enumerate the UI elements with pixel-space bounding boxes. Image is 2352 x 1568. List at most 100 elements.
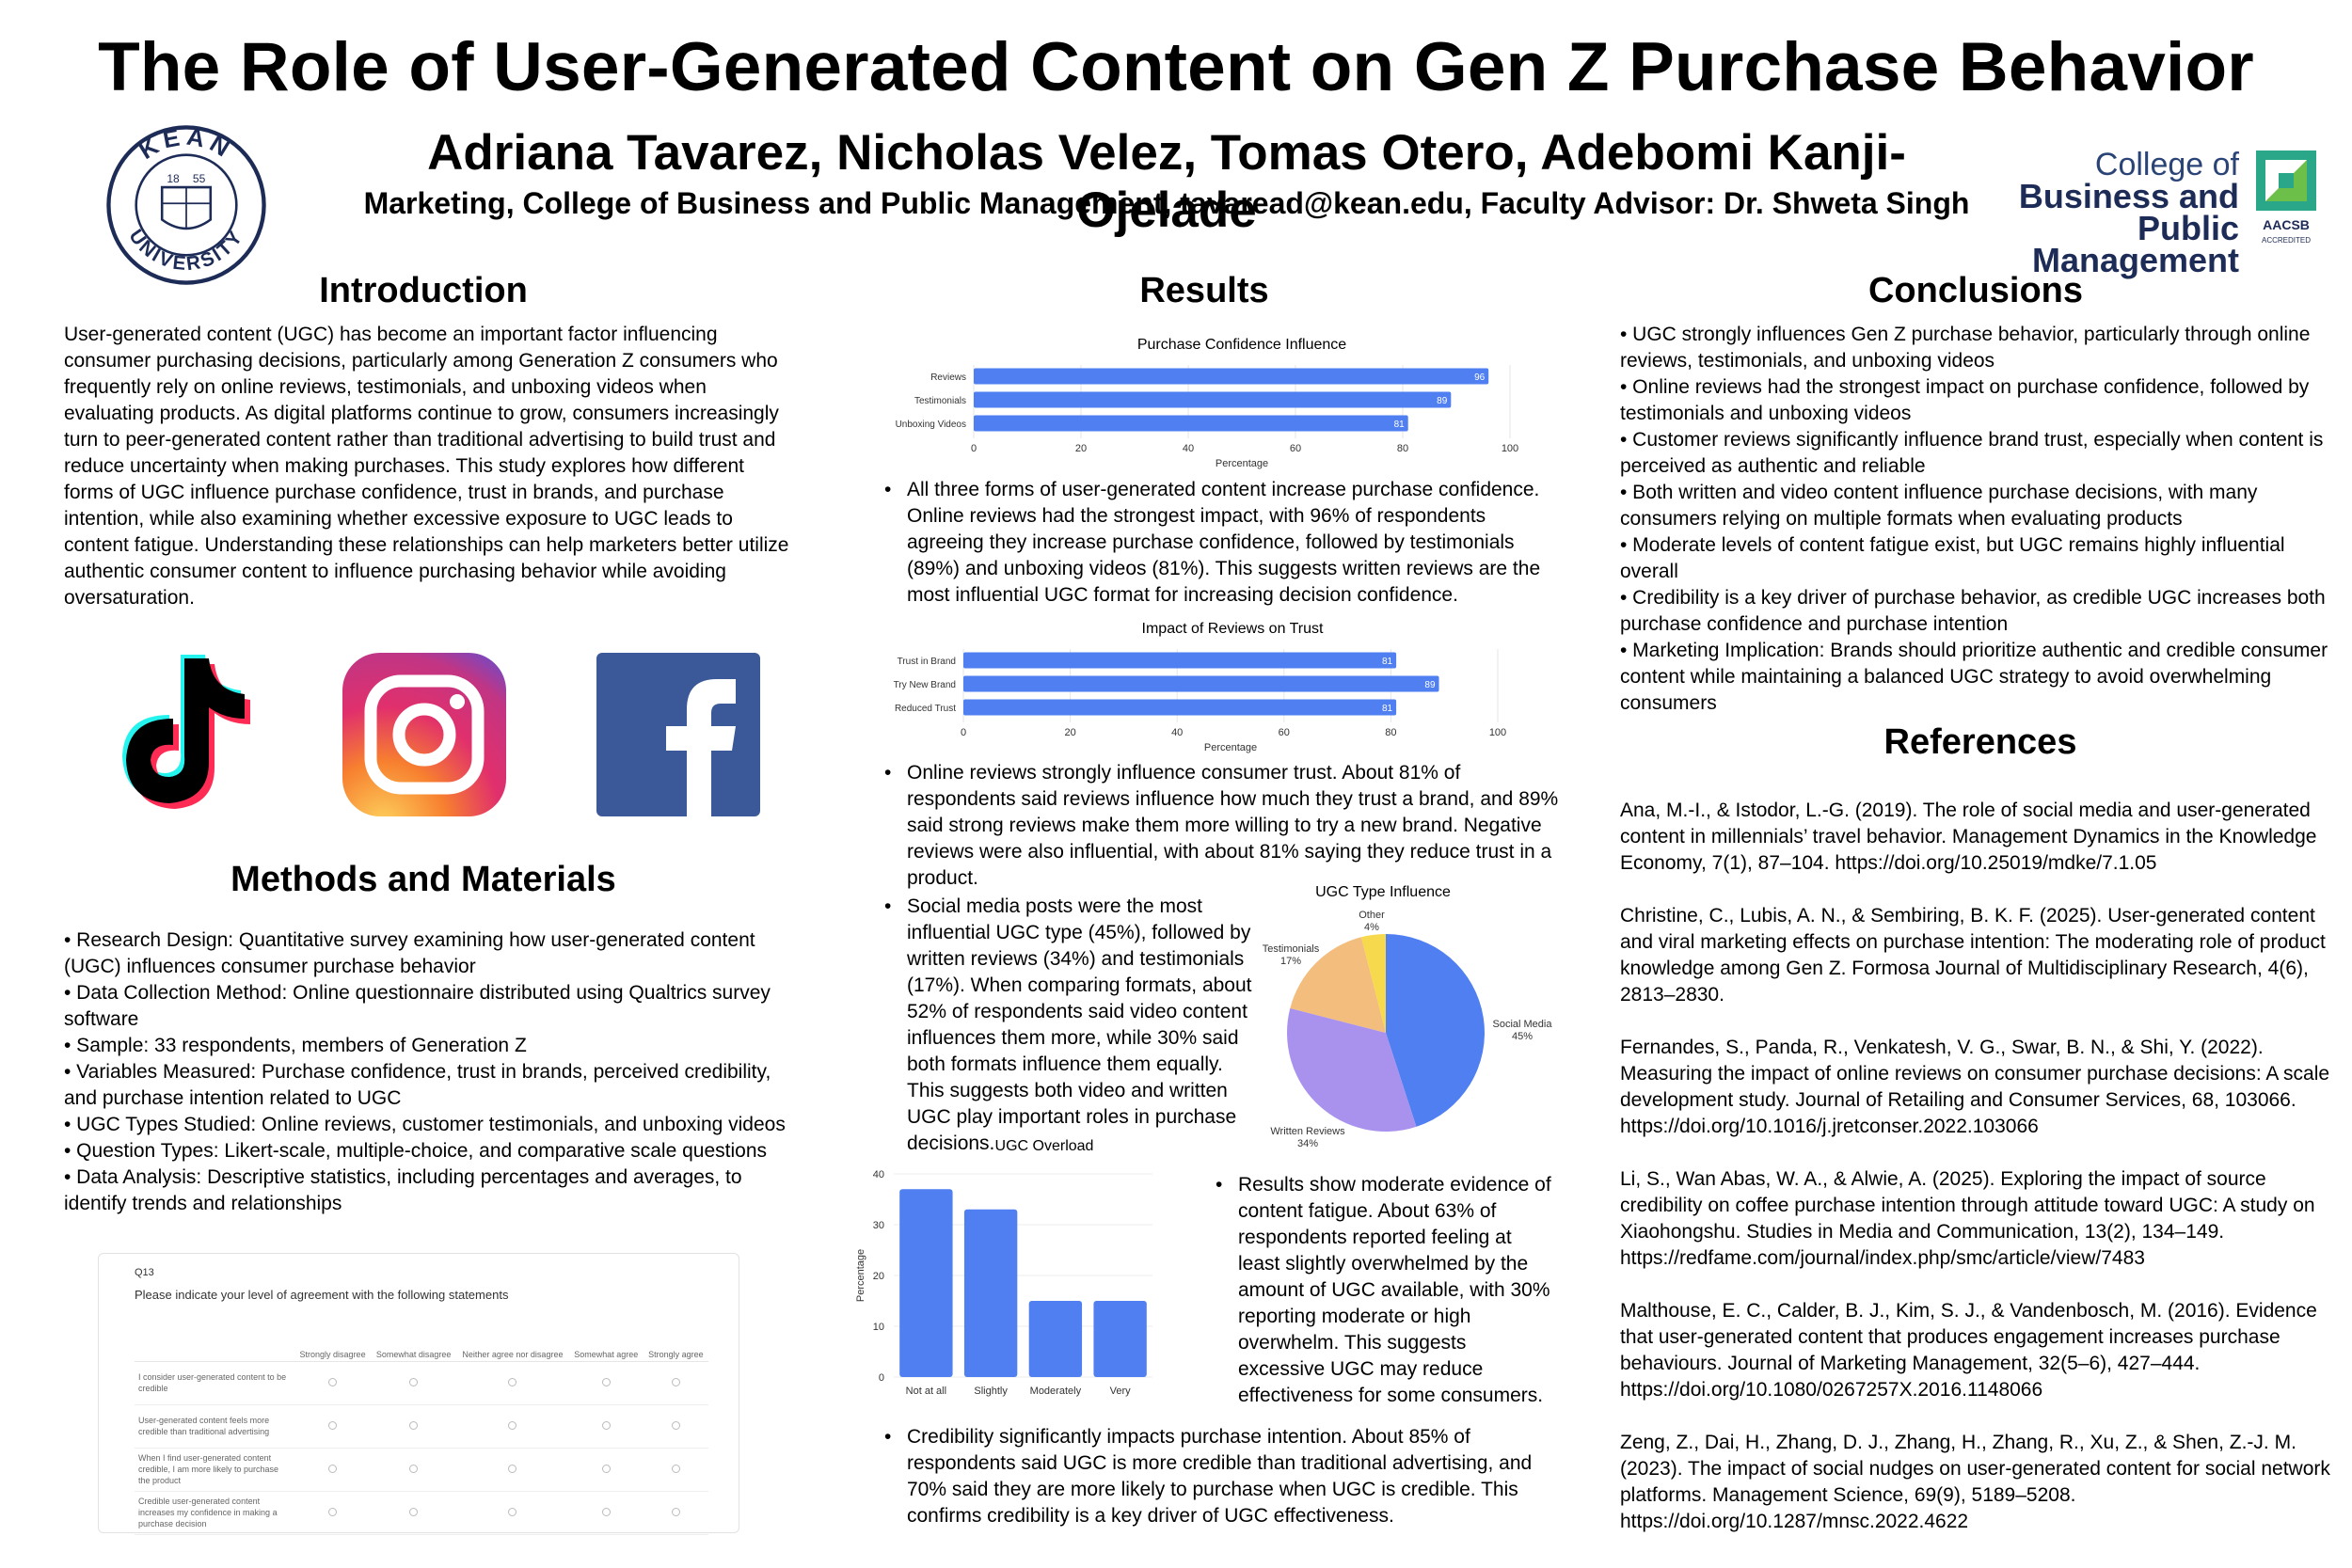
y-tick-label: 40	[873, 1169, 884, 1180]
pie-slice	[1360, 934, 1386, 1033]
x-tick-label: 100	[1489, 727, 1506, 738]
radio-button[interactable]	[409, 1420, 419, 1430]
y-tick-label: 30	[873, 1220, 884, 1231]
radio-button[interactable]	[508, 1377, 517, 1386]
conclusion-item: • Online reviews had the strongest impac…	[1620, 376, 2310, 424]
reference-item: Christine, C., Lubis, A. N., & Sembiring…	[1620, 905, 2326, 1006]
facebook-icon	[596, 653, 760, 816]
bar-value-label: 96	[1474, 372, 1486, 383]
radio-button[interactable]	[671, 1507, 680, 1516]
social-media-icons	[103, 649, 781, 818]
radio-button[interactable]	[409, 1464, 419, 1473]
methods-item: • Question Types: Likert-scale, multiple…	[64, 1140, 767, 1162]
x-tick-label: 100	[1502, 443, 1518, 454]
y-axis-label: Percentage	[855, 1249, 866, 1302]
survey-question-screenshot: Q13 Please indicate your level of agreem…	[98, 1253, 739, 1535]
bar	[963, 652, 1397, 669]
pie-value-label: 17%	[1280, 956, 1301, 967]
reviews-trust-chart: 0 20 40 60 80 100 Trust in Brand 81 Try New Bran…	[894, 649, 1506, 753]
bar	[1028, 1301, 1083, 1377]
x-tick-label: 60	[1290, 443, 1301, 454]
bar	[974, 368, 1489, 385]
svg-text:AACSB: AACSB	[2263, 217, 2310, 232]
bar	[1093, 1301, 1147, 1377]
conclusion-item: • Credibility is a key driver of purchas…	[1620, 587, 2326, 635]
bar	[963, 675, 1439, 692]
pie-slice	[1290, 937, 1386, 1033]
pie-category-label: Testimonials	[1263, 943, 1320, 955]
poster-title: The Role of User-Generated Content on Ge…	[98, 29, 2254, 105]
radio-button[interactable]	[328, 1420, 338, 1430]
bar-value-label: 89	[1424, 680, 1436, 690]
instagram-icon	[342, 653, 506, 816]
radio-button[interactable]	[508, 1420, 517, 1430]
results-bullet: Credibility significantly impacts purcha…	[884, 1424, 1562, 1529]
reference-item: Ana, M.-I., & Istodor, L.-G. (2019). The…	[1620, 800, 2317, 874]
radio-button[interactable]	[601, 1507, 611, 1516]
y-tick-label: 10	[873, 1322, 884, 1333]
pie-category-label: Other	[1359, 910, 1385, 921]
radio-button[interactable]	[671, 1377, 680, 1386]
radio-button[interactable]	[328, 1464, 338, 1473]
pie-slice	[1386, 934, 1485, 1127]
results-bullet: Online reviews strongly influence consum…	[884, 760, 1562, 892]
x-tick-label: 20	[1075, 443, 1087, 454]
radio-button[interactable]	[601, 1420, 611, 1430]
radio-button[interactable]	[508, 1464, 517, 1473]
methods-item: • Sample: 33 respondents, members of Gen…	[64, 1035, 527, 1056]
reference-item: Li, S., Wan Abas, W. A., & Alwie, A. (20…	[1620, 1168, 2315, 1269]
survey-matrix: Strongly disagree Somewhat disagree Neit…	[135, 1320, 708, 1535]
x-tick-label: Slightly	[974, 1386, 1008, 1397]
poster-affiliation: Marketing, College of Business and Publi…	[363, 186, 1970, 220]
chart-title: UGC Overload	[994, 1138, 1094, 1154]
poster-authors: Adriana Tavarez, Nicholas Velez, Tomas O…	[427, 125, 1906, 238]
radio-button[interactable]	[409, 1377, 419, 1386]
radio-button[interactable]	[328, 1507, 338, 1516]
category-label: Reduced Trust	[895, 704, 956, 714]
survey-column-header: Somewhat disagree	[371, 1320, 457, 1362]
methods-list: • Research Design: Quantitative survey e…	[64, 927, 807, 1217]
bar-value-label: 89	[1437, 396, 1448, 406]
x-axis-label: Percentage	[1204, 742, 1257, 753]
category-label: Unboxing Videos	[896, 420, 966, 430]
survey-statement: User-generated content feels more credib…	[135, 1404, 294, 1449]
pie-value-label: 34%	[1297, 1138, 1318, 1149]
conclusions-heading: Conclusions	[1867, 271, 2084, 310]
conclusion-item: • Moderate levels of content fatigue exi…	[1620, 534, 2285, 582]
radio-button[interactable]	[601, 1377, 611, 1386]
pie-value-label: 4%	[1364, 922, 1379, 933]
bar	[974, 415, 1408, 432]
reference-item: Fernandes, S., Panda, R., Venkatesh, V. …	[1620, 1037, 2330, 1137]
survey-question-text: Please indicate your level of agreement …	[135, 1288, 509, 1302]
tiktok-icon	[122, 655, 250, 809]
references-heading: References	[1883, 722, 2077, 762]
x-tick-label: 0	[971, 443, 977, 454]
x-tick-label: 40	[1183, 443, 1194, 454]
references-list: Ana, M.-I., & Istodor, L.-G. (2019). The…	[1620, 798, 2335, 1561]
radio-button[interactable]	[601, 1464, 611, 1473]
x-tick-label: 40	[1171, 727, 1183, 738]
y-tick-label: 0	[879, 1372, 884, 1384]
pie-category-label: Social Media	[1493, 1019, 1552, 1030]
radio-button[interactable]	[508, 1507, 517, 1516]
kean-university-seal-logo: KEAN UNIVERSITY 18 55	[106, 124, 266, 285]
methods-item: • Data Analysis: Descriptive statistics,…	[64, 1166, 742, 1214]
pie-slice	[1287, 1007, 1417, 1132]
pie-value-label: 45%	[1512, 1031, 1533, 1042]
x-tick-label: Not at all	[906, 1386, 946, 1397]
conclusion-item: • UGC strongly influences Gen Z purchase…	[1620, 324, 2311, 372]
survey-question-number: Q13	[135, 1267, 154, 1278]
radio-button[interactable]	[671, 1420, 680, 1430]
introduction-heading: Introduction	[319, 271, 528, 310]
methods-item: • Research Design: Quantitative survey e…	[64, 929, 755, 977]
methods-item: • Variables Measured: Purchase confidenc…	[64, 1061, 771, 1109]
radio-button[interactable]	[671, 1464, 680, 1473]
methods-item: • UGC Types Studied: Online reviews, cus…	[64, 1114, 786, 1135]
results-bullet: All three forms of user-generated conten…	[884, 477, 1562, 609]
svg-text:55: 55	[193, 172, 206, 185]
x-tick-label: 80	[1397, 443, 1408, 454]
radio-button[interactable]	[328, 1377, 338, 1386]
radio-button[interactable]	[409, 1507, 419, 1516]
x-tick-label: Moderately	[1030, 1386, 1082, 1397]
